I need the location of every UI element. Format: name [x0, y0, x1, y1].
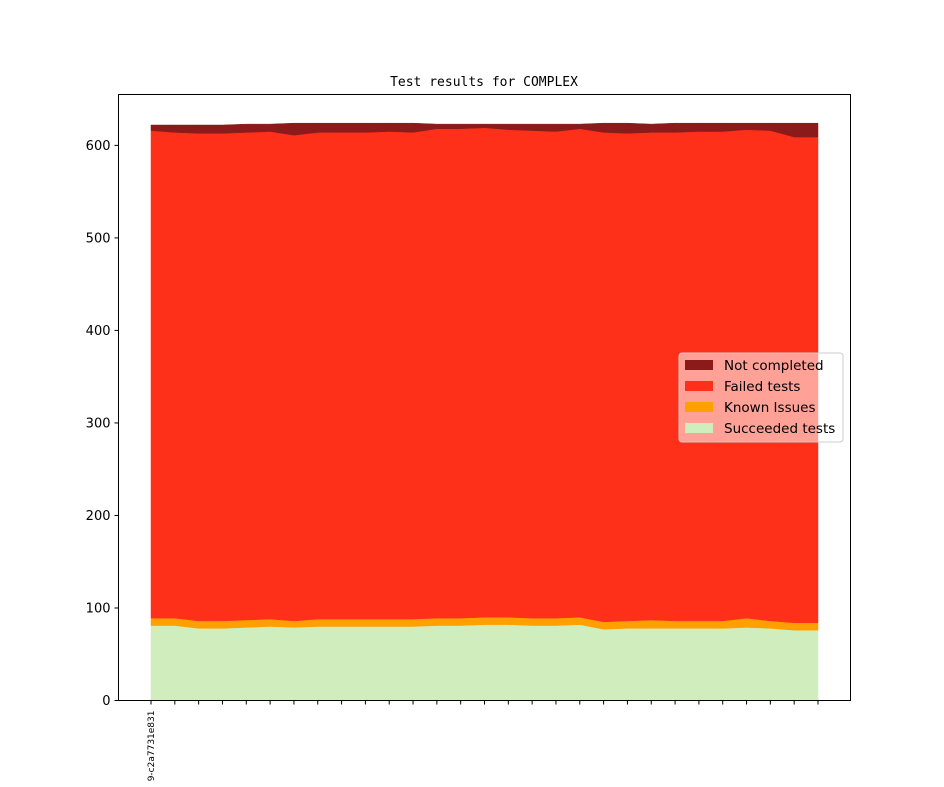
- area-series-group: [150, 122, 819, 701]
- y-axis: 0 100 200 300 400 500 600: [86, 139, 119, 709]
- legend: Not completed Failed tests Known Issues Suc…: [678, 352, 844, 443]
- x-tick-label: 9-c2a7731e831: [147, 711, 157, 782]
- y-tick-label: 100: [86, 601, 111, 616]
- y-tick-label: 0: [102, 694, 110, 709]
- chart-title: Test results for COMPLEX: [390, 75, 578, 90]
- area-succeeded-tests: [150, 624, 819, 701]
- y-tick-label: 500: [86, 231, 111, 246]
- legend-swatch: [685, 423, 713, 433]
- legend-swatch: [685, 381, 713, 391]
- legend-swatch: [685, 402, 713, 412]
- y-tick-label: 400: [86, 324, 111, 339]
- legend-label: Known Issues: [724, 400, 816, 416]
- legend-swatch: [685, 360, 713, 370]
- y-tick-label: 600: [86, 139, 111, 154]
- x-axis: 9-c2a7731e831: [147, 700, 819, 782]
- area-not-completed: [150, 122, 819, 138]
- legend-box: [678, 352, 844, 443]
- legend-label: Succeeded tests: [724, 421, 835, 437]
- legend-label: Failed tests: [724, 379, 800, 395]
- y-tick-label: 200: [86, 509, 111, 524]
- legend-label: Not completed: [724, 358, 824, 374]
- y-tick-label: 300: [86, 416, 111, 431]
